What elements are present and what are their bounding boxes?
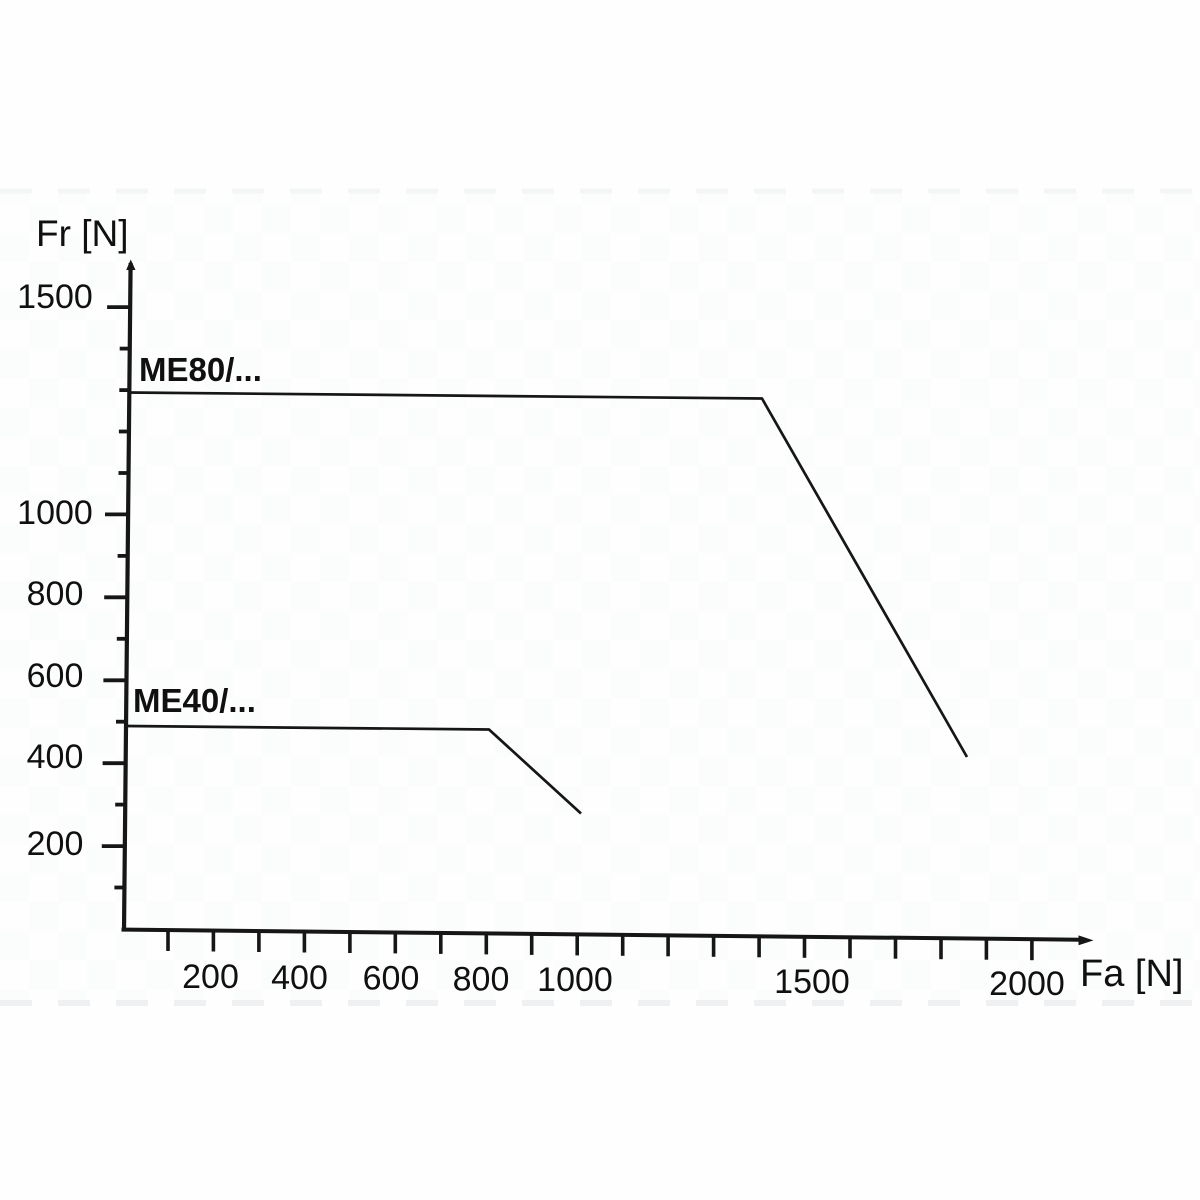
svg-text:1500: 1500	[774, 963, 850, 1001]
svg-text:200: 200	[27, 825, 84, 863]
svg-text:1500: 1500	[17, 278, 93, 316]
svg-text:ME80/...: ME80/...	[139, 351, 262, 388]
svg-text:ME40/...: ME40/...	[133, 682, 256, 719]
svg-text:600: 600	[363, 960, 420, 998]
svg-text:400: 400	[271, 959, 328, 997]
svg-text:800: 800	[27, 575, 84, 613]
svg-text:800: 800	[453, 960, 510, 998]
svg-text:2000: 2000	[989, 965, 1065, 1003]
svg-text:200: 200	[182, 958, 239, 996]
svg-text:400: 400	[27, 738, 84, 776]
svg-text:Fa [N]: Fa [N]	[1080, 953, 1183, 995]
svg-text:Fr [N]: Fr [N]	[36, 213, 128, 254]
svg-text:1000: 1000	[537, 961, 613, 999]
svg-text:600: 600	[27, 657, 84, 695]
svg-text:1000: 1000	[17, 494, 93, 532]
